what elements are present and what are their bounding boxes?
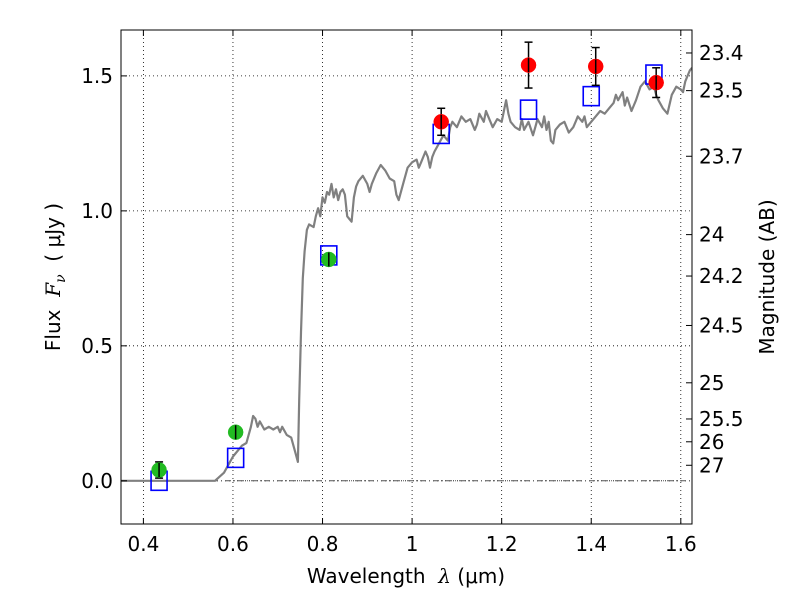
y-axis-label-subscript: ν <box>53 274 69 283</box>
x-axis-label-symbol: λ <box>437 564 451 588</box>
mag-tick-label: 24 <box>699 223 724 247</box>
x-tick-label: 1.4 <box>575 532 607 556</box>
mag-tick-label: 23.7 <box>699 144 744 168</box>
x-axis-label-unit: (μm) <box>451 564 505 588</box>
model-flux-square <box>226 447 245 469</box>
model-flux-square <box>519 99 538 120</box>
spectrum-line <box>121 67 692 482</box>
y-tick-label: 1.5 <box>81 64 113 88</box>
x-axis-label-prefix: Wavelength <box>307 564 438 588</box>
y-tick-label: 0.0 <box>81 469 113 493</box>
tick-layer: 0.4 0.6 0.8 1 1.2 1.4 1.6 0.0 0.5 1.0 1.5 23.4 23.5 2… <box>81 30 744 556</box>
mag-tick-label: 25.5 <box>699 407 744 431</box>
x-tick-label: 1 <box>406 532 419 556</box>
x-tick-label: 0.4 <box>127 532 159 556</box>
y-tick-label: 1.0 <box>81 199 113 223</box>
x-tick-label: 0.6 <box>217 532 249 556</box>
x-axis-label: Wavelength λ (μm) <box>307 564 505 588</box>
y-axis-label-symbol: F <box>41 282 65 298</box>
mag-tick-label: 27 <box>699 453 724 477</box>
x-tick-label: 1.2 <box>486 532 518 556</box>
model-flux-square <box>582 85 601 107</box>
right-axis-label: Magnitude (AB) <box>755 199 779 354</box>
mag-tick-label: 23.4 <box>699 41 744 65</box>
plot-background <box>121 30 692 524</box>
y-tick-label: 0.5 <box>81 334 113 358</box>
mag-tick-label: 24.2 <box>699 264 744 288</box>
x-tick-label: 0.8 <box>307 532 339 556</box>
mag-tick-label: 24.5 <box>699 313 744 337</box>
x-tick-label: 1.6 <box>665 532 697 556</box>
plot-frame <box>120 29 693 525</box>
mag-tick-label: 26 <box>699 430 724 454</box>
y-axis-label: Flux Fν ( μJy ) <box>41 203 69 351</box>
spectrum-layer <box>121 67 692 482</box>
y-axis-label-prefix: Flux <box>41 297 65 351</box>
mag-tick-label: 25 <box>699 371 724 395</box>
y-axis-label-unit: ( μJy ) <box>41 203 65 275</box>
mag-tick-label: 23.5 <box>699 79 744 103</box>
